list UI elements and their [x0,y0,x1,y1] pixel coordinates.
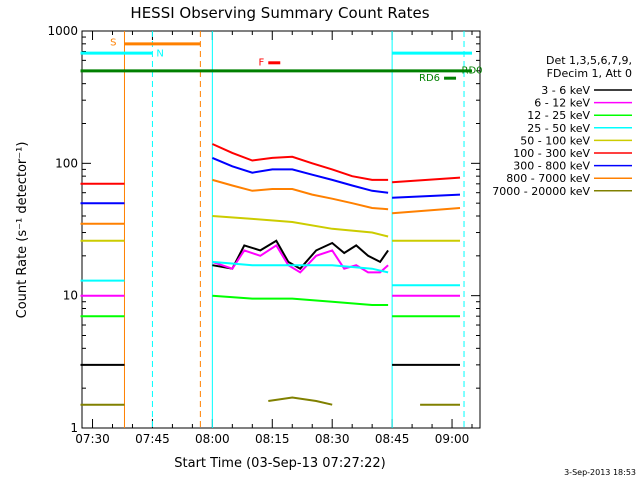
series-line-7 [392,207,461,215]
legend-label: 100 - 300 keV [513,147,590,160]
x-tick-label: 08:00 [195,432,230,446]
legend-label: 12 - 25 keV [527,109,590,122]
x-tick-label: 08:30 [315,432,350,446]
annotation-label-f: F [259,57,265,68]
legend-header-fdecim: FDecim 1, Att 0 [547,67,632,80]
legend-label: 3 - 6 keV [541,84,590,97]
x-tick-label: 07:30 [75,432,110,446]
series-line-6 [212,156,389,194]
y-tick-label: 100 [55,156,78,170]
series-line-1 [212,243,389,274]
series-line-0 [212,239,389,270]
series-line-6 [392,193,461,199]
annotation-label-rd6: RD6 [419,73,440,84]
legend-header-det: Det 1,3,5,6,7,9, [546,54,632,67]
x-axis-label: Start Time (03-Sep-13 07:27:22) [174,456,385,471]
legend-label: 7000 - 20000 keV [492,185,590,198]
x-tick-label: 07:45 [135,432,170,446]
series-line-7 [212,178,389,211]
legend-label: 50 - 100 keV [520,134,590,147]
series-line-8 [268,396,333,406]
series-line-3 [212,260,389,274]
annotation-label-n: N [156,48,163,59]
y-tick-label: 10 [63,289,78,303]
series-line-5 [392,176,461,184]
plot-frame [81,30,481,429]
plot-area: 1 10 100 1000 07:30 07:45 08:00 08:15 08:30 08:45… [47,24,632,446]
series-line-5 [211,143,389,181]
y-tick-label: 1 [70,421,78,435]
footer-date: 3-Sep-2013 18:53 [564,468,636,477]
series-line-2 [212,294,389,306]
chart-title: HESSI Observing Summary Count Rates [130,4,429,22]
x-tick-label: 09:00 [435,432,470,446]
legend-label: 800 - 7000 keV [506,172,590,185]
y-axis-label: Count Rate (s⁻¹ detector⁻¹) [15,142,30,319]
series-line-4 [212,215,389,238]
x-tick-label: 08:45 [375,432,410,446]
legend-label: 6 - 12 keV [534,97,590,110]
legend-label: 300 - 800 keV [513,160,590,173]
y-tick-label: 1000 [47,24,78,38]
annotation-label-s: S [110,38,116,49]
legend-label: 25 - 50 keV [527,122,590,135]
x-tick-label: 08:15 [255,432,290,446]
annotation-label-rd0: RD0 [462,66,483,77]
